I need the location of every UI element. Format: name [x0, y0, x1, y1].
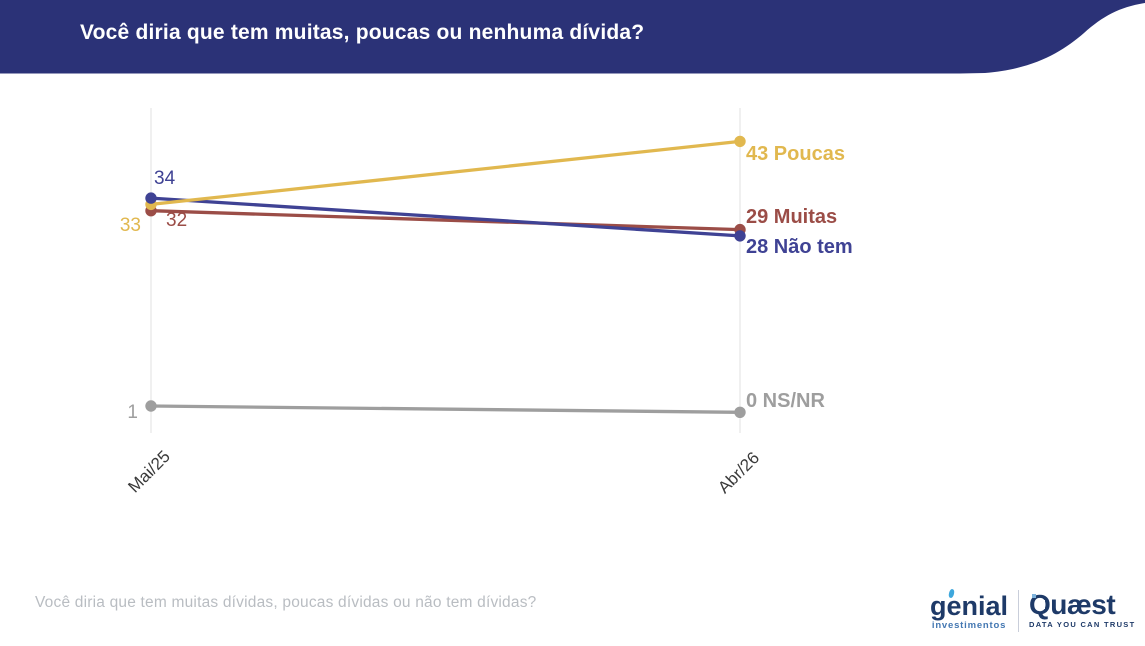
header-wave-shape: [0, 0, 1145, 74]
series-line-nao-tem: [149, 196, 742, 238]
quaest-wordmark: Quæst: [1029, 589, 1116, 620]
footer-logos: genial investimentos Quæst DATA YOU CAN …: [930, 588, 1135, 638]
header-banner: Você diria que tem muitas, poucas ou nen…: [0, 0, 1145, 80]
quaest-q-pixel-icon: [1041, 605, 1045, 609]
quaest-logo: Quæst DATA YOU CAN TRUST: [1029, 589, 1136, 630]
series-dot-poucas-end: [734, 135, 746, 148]
series-dot-ns-nr-end: [734, 406, 746, 418]
series-line-muitas: [149, 209, 742, 232]
series-line-ns-nr: [149, 404, 742, 414]
quaest-name-text: Quæst: [1029, 589, 1116, 620]
series-line-poucas: [149, 139, 742, 207]
quaest-q-pixel-icon: [1032, 594, 1036, 598]
series-dot-nao-tem-end: [734, 230, 746, 242]
series-dot-nao-tem-start: [145, 192, 157, 204]
quaest-tagline: DATA YOU CAN TRUST: [1029, 620, 1136, 629]
quaest-q-pixel-icon: [1036, 601, 1040, 605]
genial-logo: genial investimentos: [930, 588, 1009, 631]
genial-wordmark: genial: [930, 588, 1009, 621]
quaest-q-pixel-icon: [1041, 600, 1045, 604]
page-title: Você diria que tem muitas, poucas ou nen…: [80, 21, 645, 44]
series-dot-ns-nr-start: [145, 400, 157, 412]
genial-subtitle: investimentos: [931, 620, 1007, 631]
genial-name-text: genial: [930, 591, 1009, 621]
footer-question-text: Você diria que tem muitas dívidas, pouca…: [35, 594, 537, 611]
logo-divider: [1018, 590, 1020, 632]
